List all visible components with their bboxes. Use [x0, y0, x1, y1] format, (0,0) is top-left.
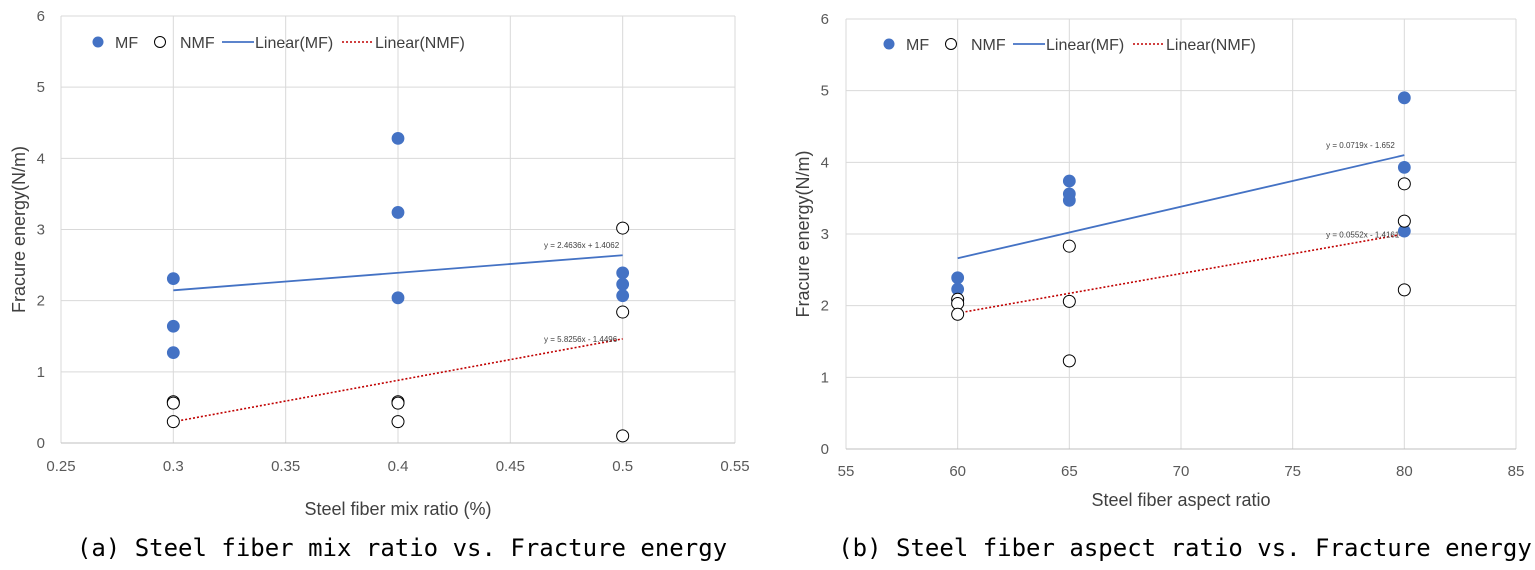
data-point-nmf — [1062, 294, 1076, 308]
y-tick-label: 3 — [37, 222, 45, 239]
trendline-equation: y = 2.4636x + 1.4062 — [544, 241, 620, 250]
data-point-nmf — [616, 429, 630, 443]
trendline-equation: y = 0.0552x - 1.4161 — [1326, 231, 1400, 240]
legend-label-linear-mf: Linear(MF) — [255, 35, 333, 52]
y-tick-label: 6 — [821, 11, 829, 28]
y-tick-label: 2 — [821, 298, 829, 315]
data-point-mf — [616, 266, 630, 280]
trendline-linear-mf — [173, 254, 623, 292]
x-tick-label: 0.55 — [720, 458, 749, 475]
trendline-equation: y = 0.0719x - 1.652 — [1326, 141, 1395, 150]
data-point-nmf — [616, 221, 630, 235]
y-tick-label: 0 — [37, 435, 45, 452]
data-point-mf — [391, 206, 405, 219]
legend-label-linear-mf: Linear(MF) — [1046, 37, 1124, 54]
y-tick-label: 1 — [37, 364, 45, 381]
legend-marker-nmf — [945, 38, 957, 50]
trendline-linear-nmf — [173, 338, 623, 423]
legend-marker-mf — [883, 38, 895, 50]
x-tick-label: 0.3 — [163, 458, 184, 475]
data-point-nmf — [166, 396, 180, 410]
data-point-nmf — [1397, 214, 1411, 228]
data-point-nmf — [391, 396, 405, 410]
x-axis-title: Steel fiber aspect ratio — [1091, 490, 1270, 510]
x-tick-label: 0.4 — [388, 458, 409, 475]
y-tick-label: 0 — [821, 441, 829, 458]
y-tick-label: 2 — [37, 293, 45, 310]
figure-caption: (a) Steel fiber mix ratio vs. Fracture e… — [77, 534, 727, 562]
data-point-nmf — [1397, 283, 1411, 297]
legend-label-nmf: NMF — [180, 35, 215, 52]
x-tick-label: 55 — [838, 463, 855, 480]
x-tick-label: 65 — [1061, 463, 1078, 480]
data-point-mf — [951, 271, 965, 285]
trendline-linear-mf — [957, 154, 1405, 260]
legend-label-linear-nmf: Linear(NMF) — [1166, 37, 1256, 54]
x-tick-label: 0.35 — [271, 458, 300, 475]
data-point-mf — [616, 289, 630, 303]
data-point-nmf — [166, 415, 180, 429]
legend-label-nmf: NMF — [971, 37, 1006, 54]
data-point-mf — [1062, 174, 1076, 188]
x-tick-label: 0.5 — [612, 458, 633, 475]
legend-label-mf: MF — [115, 35, 138, 52]
legend-label-mf: MF — [906, 37, 929, 54]
data-point-nmf — [951, 307, 965, 321]
data-point-mf — [1397, 91, 1411, 105]
x-tick-label: 85 — [1508, 463, 1525, 480]
y-tick-label: 4 — [821, 154, 829, 171]
y-tick-label: 3 — [821, 226, 829, 243]
x-tick-label: 70 — [1173, 463, 1190, 480]
data-point-mf — [1062, 193, 1076, 207]
legend-marker-nmf — [154, 36, 166, 48]
data-point-mf — [166, 272, 180, 286]
x-axis-title: Steel fiber mix ratio (%) — [304, 499, 491, 519]
data-point-mf — [166, 319, 180, 333]
legend-label-linear-nmf: Linear(NMF) — [375, 35, 465, 52]
x-tick-label: 0.45 — [496, 458, 525, 475]
legend-marker-mf — [92, 36, 104, 48]
y-axis-title: Fracure energy(N/m) — [793, 150, 813, 317]
x-tick-label: 60 — [949, 463, 966, 480]
x-tick-label: 0.25 — [46, 458, 75, 475]
data-point-mf — [616, 277, 630, 291]
y-axis-title: Fracure energy(N/m) — [9, 146, 29, 313]
data-point-mf — [1397, 160, 1411, 174]
data-point-mf — [166, 346, 180, 360]
trendline-equation: y = 5.8256x - 1.4496 — [544, 335, 618, 344]
data-point-mf — [391, 132, 405, 145]
figure-caption: (b) Steel fiber aspect ratio vs. Fractur… — [838, 534, 1532, 562]
data-point-nmf — [1062, 354, 1076, 368]
x-tick-label: 75 — [1284, 463, 1301, 480]
data-point-nmf — [1062, 239, 1076, 253]
data-point-mf — [391, 291, 405, 305]
y-tick-label: 1 — [821, 369, 829, 386]
x-tick-label: 80 — [1396, 463, 1413, 480]
y-tick-label: 4 — [37, 150, 45, 167]
data-point-nmf — [391, 415, 405, 429]
y-tick-label: 5 — [821, 83, 829, 100]
y-tick-label: 6 — [37, 8, 45, 25]
y-tick-label: 5 — [37, 79, 45, 96]
chart-b: 55 60 65 70 75 80 85 0 1 2 3 4 5 6 Steel fiber aspect … — [793, 11, 1532, 562]
data-point-nmf — [616, 305, 630, 319]
data-point-nmf — [1397, 177, 1411, 191]
data-point-nmf — [951, 297, 965, 311]
chart-a: 0.25 0.3 0.35 0.4 0.45 0.5 0.55 0 1 2 3 4 5 6 Steel fi… — [9, 8, 750, 562]
